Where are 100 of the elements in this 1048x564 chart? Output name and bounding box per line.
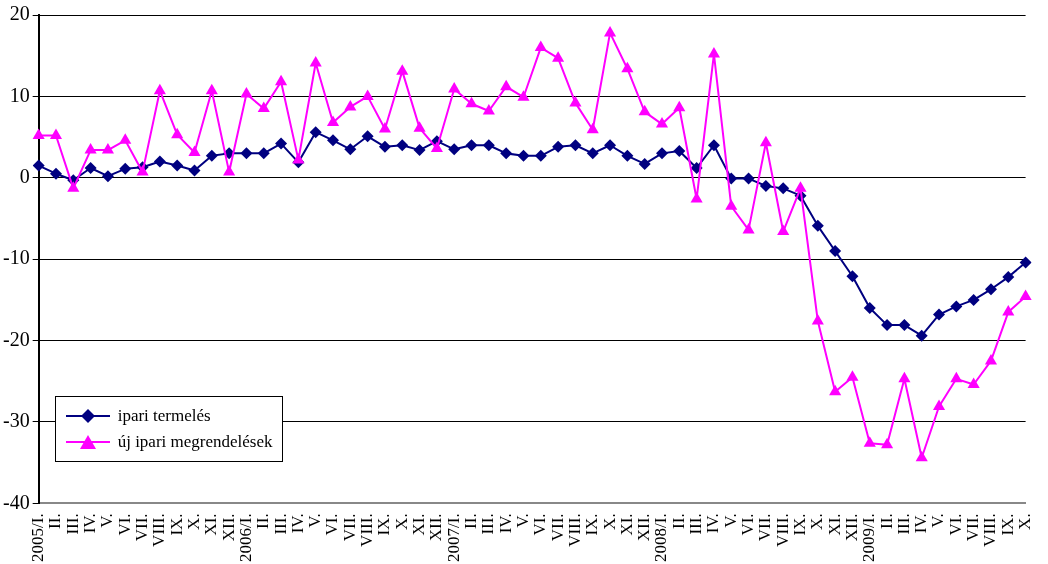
x-tick-label: 2009/I. [859,513,879,563]
point [275,137,288,150]
point [292,152,305,164]
point [517,90,530,101]
x-tick-label: VIII. [357,513,377,547]
x-tick-label: V. [305,513,325,528]
point [604,139,617,152]
x-tick-label: V. [97,513,117,528]
point [950,300,963,313]
point [811,314,824,325]
point [707,47,720,58]
point [707,139,720,152]
x-tick-label: XII. [634,513,654,542]
x-tick-label: VII. [963,513,983,542]
x-tick-label: XI. [616,513,636,536]
point [621,61,634,73]
x-tick-label: VI. [945,513,965,536]
point [205,149,218,162]
point [67,181,80,192]
point [881,437,894,449]
x-tick-label: IV. [703,513,723,534]
point [223,165,236,176]
x-tick-label: VI. [738,513,758,536]
point [275,74,288,86]
point [500,79,513,91]
point [742,222,755,234]
x-tick-label: III. [686,513,706,535]
point [517,149,530,162]
x-tick-label: XII. [841,513,861,542]
point [361,89,374,100]
point [915,329,928,342]
x-tick-label: II. [876,513,896,529]
point [500,147,513,160]
legend-label: új ipari megrendelések [117,431,273,452]
point [898,319,911,332]
x-tick-label: II. [253,513,273,529]
x-tick-label: V. [720,513,740,528]
point [569,139,582,152]
x-tick-label: VIII. [564,513,584,547]
point [188,145,201,157]
x-tick-label: VII. [132,513,152,542]
point [534,149,547,162]
point [327,134,340,147]
point [586,147,599,160]
point [811,219,824,232]
legend-label: ipari termelés [117,405,211,426]
x-tick-label: XI. [824,513,844,536]
x-tick-label: IV. [287,513,307,534]
point [759,135,772,147]
point [465,96,478,108]
y-tick-label: 10 [9,83,30,106]
point [448,82,461,93]
x-tick-label: III. [62,513,82,535]
point [32,128,45,139]
x-tick-label: IX. [374,513,394,536]
point [794,181,807,192]
point [984,283,997,296]
point [84,143,97,154]
point [482,104,495,115]
point [1002,305,1015,316]
x-tick-label: XI. [201,513,221,536]
point [725,199,738,210]
x-tick-label: II. [45,513,65,529]
point [396,64,409,75]
point [673,144,686,157]
x-tick-label: IV. [495,513,515,534]
point [344,143,357,156]
y-tick-label: -40 [2,490,30,513]
x-tick-label: VII. [755,513,775,542]
point [49,167,62,180]
x-tick-label: IV. [911,513,931,534]
point [240,147,253,160]
point [984,353,998,365]
point [101,170,114,183]
point [777,182,790,195]
point [482,139,495,152]
point [863,436,876,447]
point [171,159,184,172]
point [638,104,651,116]
point [829,384,842,396]
point [933,308,946,321]
x-tick-label: II. [668,513,688,529]
point [603,25,617,37]
point [171,127,184,139]
point [777,224,790,236]
point [846,270,859,283]
point [413,144,426,157]
x-tick-label: IX. [997,513,1017,536]
x-tick-label: 2008/I. [651,513,671,563]
y-tick-label: -20 [2,327,30,350]
point [396,139,409,152]
x-tick-label: V. [512,513,532,528]
point [101,143,114,154]
point [361,130,374,143]
x-tick-label: XII. [426,513,446,542]
x-tick-label: III. [893,513,913,535]
point [552,51,565,62]
point [898,371,911,383]
x-tick-label: X. [183,513,203,530]
point [742,172,755,185]
